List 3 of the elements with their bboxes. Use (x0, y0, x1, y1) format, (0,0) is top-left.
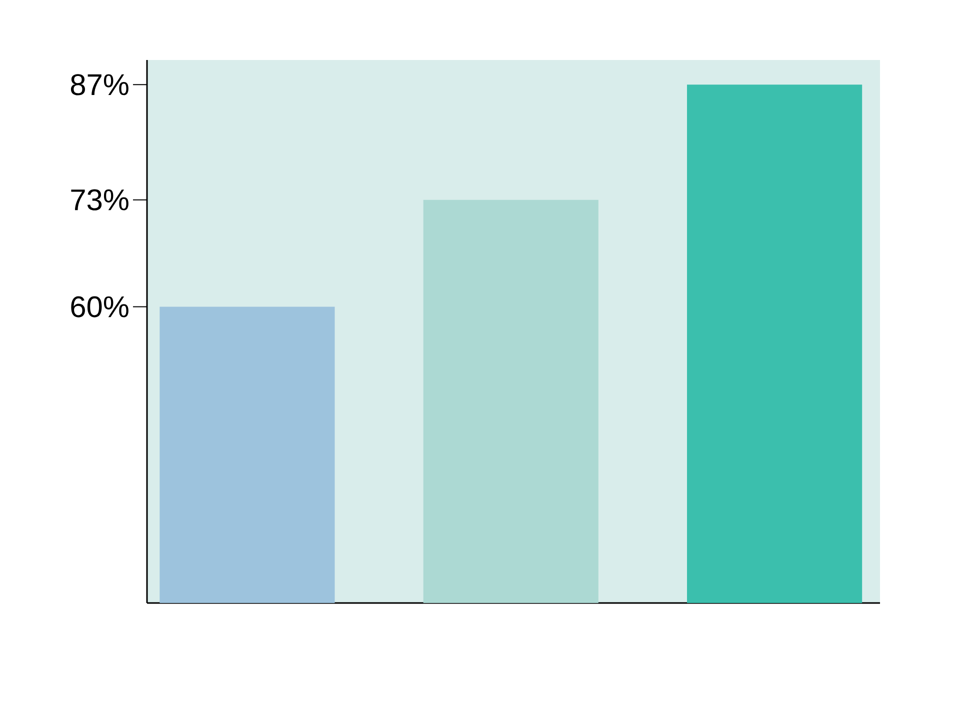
y-tick-label: 73% (71, 189, 128, 210)
y-tick-label: 87% (70, 74, 128, 96)
y-tick-label: 60% (71, 296, 128, 318)
